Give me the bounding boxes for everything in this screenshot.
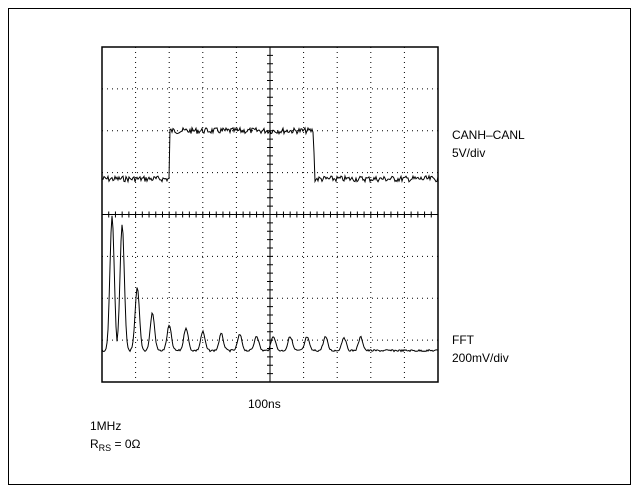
fft-name-label: FFT	[452, 333, 474, 347]
canh-canl-trace	[101, 126, 439, 184]
fft-trace	[101, 215, 439, 353]
canh-canl-name-label: CANH–CANL	[452, 128, 525, 142]
canh-canl-scale-label: 5V/div	[452, 146, 486, 160]
figure-frame	[8, 8, 631, 485]
fft-scale-label: 200mV/div	[452, 351, 509, 365]
x-axis-label: 100ns	[248, 397, 281, 411]
scope-grid	[101, 46, 439, 383]
resistance-note: RRS = 0Ω	[90, 437, 141, 453]
frequency-note: 1MHz	[90, 419, 122, 433]
scope-plot-border	[101, 46, 439, 383]
